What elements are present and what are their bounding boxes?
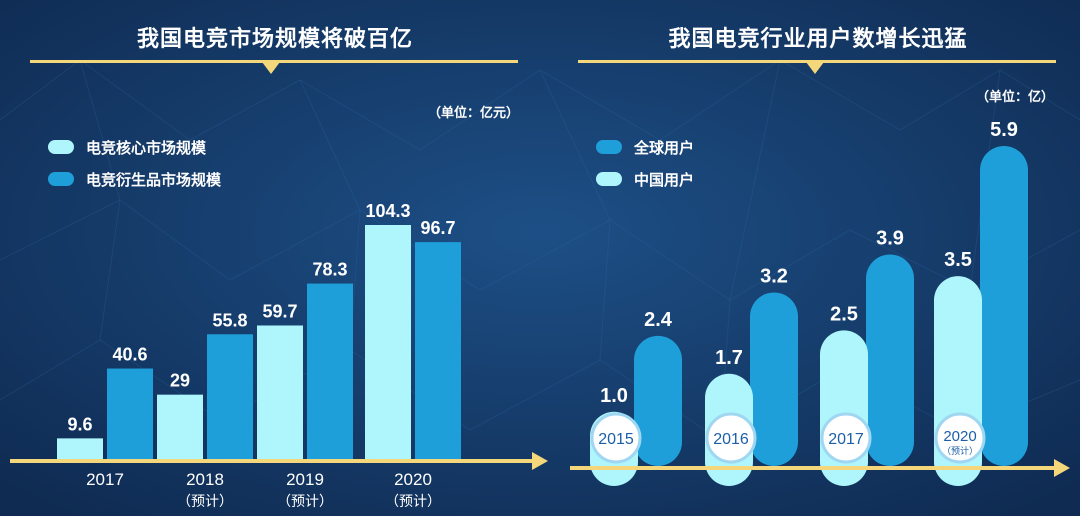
left-x-tick-label: 2017 (86, 470, 124, 489)
right-x-tick-label: 2020 (943, 428, 976, 445)
left-chart-title: 我国电竞市场规模将破百亿 (136, 27, 413, 52)
right-year-badge (705, 412, 757, 464)
right-chart-unit: （单位：亿） (976, 90, 1055, 105)
left-bar (57, 438, 103, 460)
right-bar-value-label: 3.2 (760, 265, 788, 287)
legend-swatch-light (48, 140, 74, 154)
left-bar (207, 334, 253, 460)
legend-label-global-users: 全球用户 (634, 138, 695, 157)
right-bar-global (634, 335, 682, 466)
right-year-badge (934, 412, 986, 464)
right-title-notch (806, 62, 824, 74)
left-chart-unit: （单位：亿元） (428, 106, 520, 121)
right-x-axis-arrow-head (1054, 459, 1070, 477)
left-bar (257, 325, 303, 460)
right-bar-value-label: 2.4 (644, 309, 673, 331)
legend-swatch-dark (48, 172, 74, 186)
legend-label-core-market: 电竞核心市场规模 (86, 138, 207, 157)
left-bar (107, 368, 153, 460)
legend-label-china-users: 中国用户 (634, 170, 695, 189)
right-bar-value-label: 2.5 (830, 303, 858, 325)
left-title-notch (262, 62, 280, 74)
legend-item-derivative-market: 电竞衍生品市场规模 (48, 168, 221, 190)
right-bar-value-label: 5.9 (990, 119, 1018, 141)
left-chart-header: 我国电竞市场规模将破百亿 (30, 22, 520, 58)
legend-label-derivative-market: 电竞衍生品市场规模 (86, 170, 222, 189)
left-bar-value-label: 104.3 (365, 201, 410, 221)
right-bar-value-label: 1.7 (715, 347, 743, 369)
left-bar (365, 225, 411, 460)
left-bar-value-label: 96.7 (420, 218, 455, 238)
right-bar-global (866, 254, 914, 466)
left-x-tick-note: （预计） (277, 494, 333, 510)
right-chart-legend: 全球用户 中国用户 (596, 136, 694, 200)
left-bar-value-label: 29 (170, 371, 190, 391)
left-x-tick-label: 2018 (186, 470, 224, 489)
left-x-tick-label: 2019 (286, 470, 324, 489)
legend-item-core-market: 电竞核心市场规模 (48, 136, 221, 158)
left-title-underline (30, 60, 518, 63)
left-bar-value-label: 59.7 (262, 301, 297, 321)
legend-item-global-users: 全球用户 (596, 136, 694, 158)
right-year-badge (820, 412, 872, 464)
right-x-tick-label: 2016 (713, 431, 749, 448)
left-bar (415, 242, 461, 460)
right-bar-global (980, 146, 1028, 466)
left-bar-value-label: 40.6 (112, 345, 147, 365)
left-x-axis-arrow-head (532, 452, 548, 470)
left-x-tick-label: 2020 (394, 470, 432, 489)
left-bar-value-label: 9.6 (67, 414, 92, 434)
legend-item-china-users: 中国用户 (596, 168, 694, 190)
left-bar-value-label: 78.3 (312, 260, 347, 280)
right-bar-global (750, 292, 798, 466)
right-x-tick-label: 2017 (828, 431, 864, 448)
right-bar-value-label: 3.9 (876, 227, 904, 249)
legend-swatch-light (596, 172, 622, 186)
left-bar (157, 394, 203, 460)
right-x-tick-label: 2015 (598, 431, 634, 448)
right-bar-value-label: 3.5 (944, 249, 972, 271)
left-chart-legend: 电竞核心市场规模 电竞衍生品市场规模 (48, 136, 221, 200)
left-x-tick-note: （预计） (385, 494, 441, 510)
right-chart-title: 我国电竞行业用户数增长迅猛 (668, 27, 968, 52)
legend-swatch-dark (596, 140, 622, 154)
left-bar-value-label: 55.8 (212, 310, 247, 330)
right-x-tick-note: （预计） (942, 445, 978, 457)
left-x-tick-note: （预计） (177, 494, 233, 510)
right-bar-value-label: 1.0 (600, 385, 628, 407)
right-chart-header: 我国电竞行业用户数增长迅猛 (578, 22, 1058, 58)
right-title-underline (578, 60, 1056, 63)
left-bar (307, 283, 353, 460)
right-year-badge (590, 412, 642, 464)
